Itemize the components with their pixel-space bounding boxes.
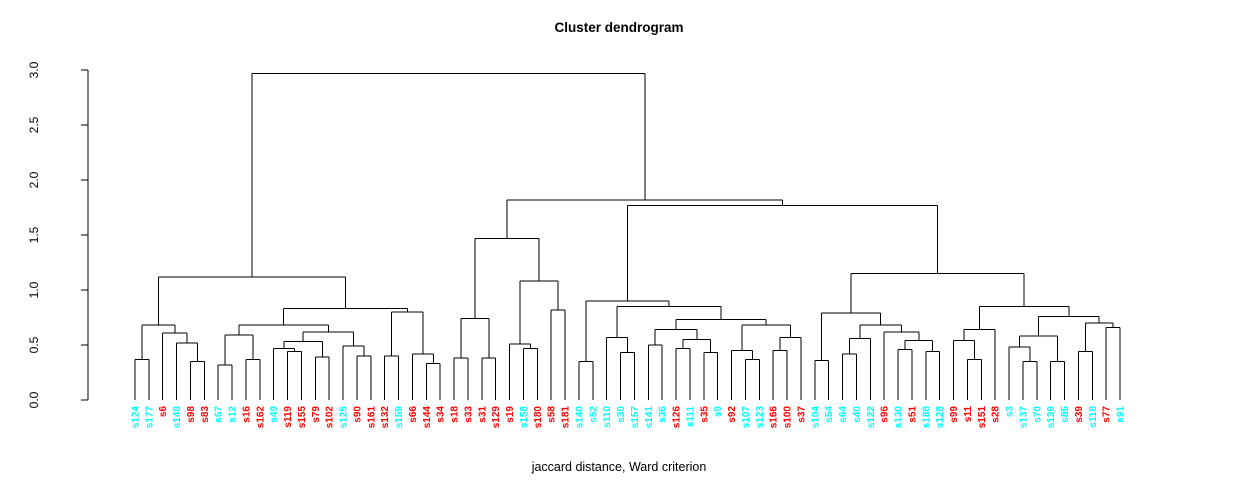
- leaf-label: s166: [769, 406, 780, 429]
- leaf-label: s79: [311, 406, 322, 423]
- leaf-label: s119: [283, 406, 294, 428]
- leaf-label: s35: [699, 406, 710, 423]
- leaf-label: s155: [297, 406, 308, 429]
- leaf-label: s66: [408, 406, 419, 423]
- leaf-label: s118: [1088, 406, 1099, 428]
- y-axis-tick-label: 0.0: [27, 391, 41, 408]
- leaf-label: s104: [810, 406, 821, 429]
- leaf-label: s40: [852, 406, 863, 423]
- leaf-label: s161: [366, 406, 377, 429]
- leaf-label: s107: [741, 406, 752, 429]
- leaf-label: s188: [921, 406, 932, 429]
- leaf-label: s34: [436, 406, 447, 423]
- leaf-label: s159: [394, 406, 405, 429]
- leaf-label: s30: [616, 406, 627, 423]
- leaf-label: s12: [228, 406, 239, 423]
- leaf-label: s83: [200, 406, 211, 423]
- y-axis-tick-label: 0.5: [27, 336, 41, 353]
- leaf-label: s129: [491, 406, 502, 429]
- leaf-label: s132: [380, 406, 391, 429]
- leaf-label: s11: [963, 406, 974, 423]
- leaf-label: s90: [352, 406, 363, 423]
- leaf-label: s122: [866, 406, 877, 429]
- leaf-label: s162: [255, 406, 266, 429]
- leaf-label: s140: [574, 406, 585, 429]
- leaf-label: s157: [630, 406, 641, 429]
- leaf-label: s9: [713, 406, 724, 418]
- leaf-label: s37: [796, 406, 807, 423]
- leaf-label: s91: [1116, 406, 1127, 423]
- leaf-label: s110: [602, 406, 613, 428]
- leaf-label: s39: [1074, 406, 1085, 423]
- leaf-label: s125: [339, 406, 350, 429]
- leaf-label: s54: [824, 406, 835, 423]
- leaf-label: s102: [325, 406, 336, 429]
- leaf-label: s144: [422, 406, 433, 429]
- y-axis-tick-label: 1.0: [27, 281, 41, 298]
- leaf-label: s77: [1102, 406, 1113, 423]
- leaf-label: s70: [1032, 406, 1043, 423]
- leaf-label: s92: [727, 406, 738, 423]
- leaf-label: s19: [505, 406, 516, 423]
- leaf-label: s49: [269, 406, 280, 423]
- leaf-label: s6: [158, 406, 169, 418]
- leaf-label: s181: [561, 406, 572, 429]
- leaf-label: s31: [477, 406, 488, 423]
- leaf-label: s123: [755, 406, 766, 429]
- leaf-label: s99: [949, 406, 960, 423]
- leaf-label: s128: [935, 406, 946, 429]
- y-axis-tick-label: 3.0: [27, 61, 41, 78]
- leaf-label: s177: [144, 406, 155, 429]
- leaf-label: s180: [533, 406, 544, 429]
- leaf-label: s67: [214, 406, 225, 423]
- leaf-label: s139: [1046, 406, 1057, 429]
- leaf-label: s58: [547, 406, 558, 423]
- leaf-label: s158: [519, 406, 530, 429]
- leaf-label: s52: [588, 406, 599, 423]
- x-axis-label: jaccard distance, Ward criterion: [531, 460, 707, 474]
- leaf-label: s33: [463, 406, 474, 423]
- leaf-label: s141: [644, 406, 655, 429]
- leaf-label: s137: [1018, 406, 1029, 429]
- leaf-label: s16: [241, 406, 252, 423]
- leaf-label: s148: [172, 406, 183, 429]
- y-axis-tick-label: 1.5: [27, 226, 41, 243]
- y-axis-tick-label: 2.0: [27, 171, 41, 188]
- leaf-label: s124: [131, 406, 142, 429]
- leaf-label: s36: [658, 406, 669, 423]
- leaf-label: s130: [894, 406, 905, 429]
- y-axis-tick-label: 2.5: [27, 116, 41, 133]
- leaf-label: s126: [672, 406, 683, 429]
- leaf-label: s151: [977, 406, 988, 429]
- leaf-label: s18: [450, 406, 461, 423]
- chart-title: Cluster dendrogram: [554, 20, 684, 35]
- leaf-label: s64: [838, 406, 849, 423]
- leaf-label: s96: [880, 406, 891, 423]
- leaf-label: s28: [991, 406, 1002, 423]
- leaf-label: s51: [907, 406, 918, 423]
- leaf-label: s98: [186, 406, 197, 423]
- leaf-label: s85: [1060, 406, 1071, 423]
- leaf-label: s100: [783, 406, 794, 429]
- leaf-label: s3: [1005, 406, 1016, 418]
- leaf-label: s111: [685, 406, 696, 428]
